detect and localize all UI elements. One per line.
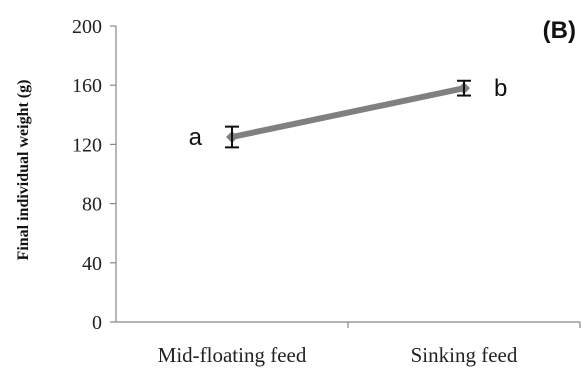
y-tick-label: 200 [72,16,102,38]
y-axis-title: Final individual weight (g) [15,80,32,261]
x-category-label: Sinking feed [411,343,518,367]
x-category-label: Mid-floating feed [158,343,307,367]
y-tick-label: 0 [92,312,102,334]
panel-label: (B) [543,17,576,44]
y-tick-label: 40 [82,253,102,275]
y-ticks: 0 40 80 120 160 200 [72,16,116,334]
x-ticks: Mid-floating feed Sinking feed [158,322,581,367]
significance-letter: a [189,124,203,151]
axes [115,26,580,323]
series [226,82,470,143]
y-tick-label: 120 [72,134,102,156]
y-tick-label: 160 [72,75,102,97]
error-bars [225,79,471,149]
y-tick-label: 80 [82,194,102,216]
significance-letter: b [494,75,507,102]
series-line [229,85,467,140]
significance-letters: ab [189,75,508,151]
